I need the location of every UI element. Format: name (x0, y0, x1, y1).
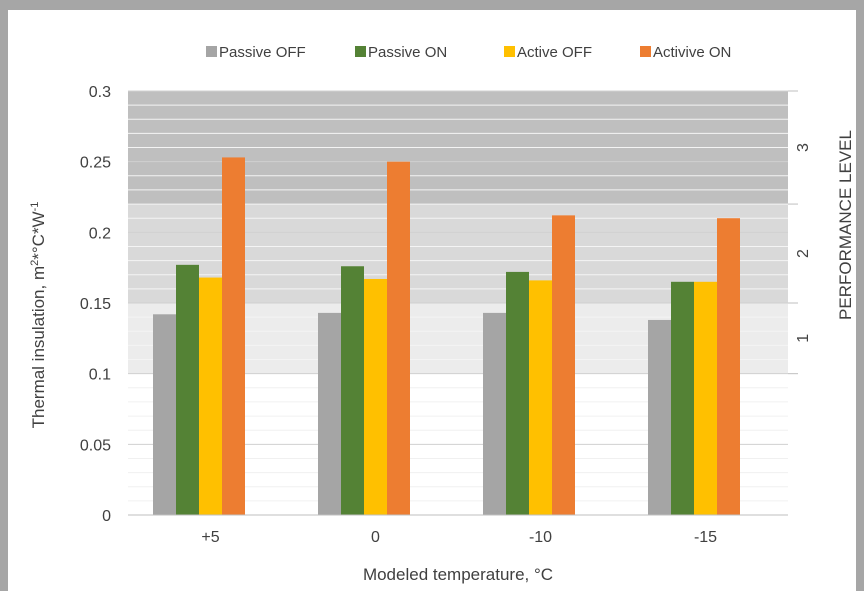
y-tick-label: 0.25 (80, 155, 111, 172)
legend-label: Activive ON (653, 44, 731, 61)
bar-active-off-2 (529, 280, 552, 515)
legend-swatch (640, 46, 651, 57)
chart-frame: 0 0.05 0.1 0.15 0.2 0.25 0.3 +5 0 -10 -15 1 2 3 Pas… (8, 10, 856, 591)
y-axis-title: Thermal insulation, m2*°C*W-1 (29, 202, 48, 429)
bar-active-off-3 (694, 281, 717, 515)
bar-passive-off-1 (318, 312, 341, 515)
bar-activive-on-0 (222, 157, 245, 515)
x-tick-label: +5 (201, 529, 219, 546)
y2-tick-label: 3 (795, 143, 812, 152)
y-tick-label: 0.2 (89, 225, 111, 242)
bar-active-off-0 (199, 277, 222, 515)
legend-label: Active OFF (517, 44, 592, 61)
y-tick-label: 0.15 (80, 296, 111, 313)
bar-passive-on-2 (506, 271, 529, 515)
bar-chart: 0 0.05 0.1 0.15 0.2 0.25 0.3 +5 0 -10 -15 1 2 3 Pas… (29, 44, 855, 584)
bar-passive-on-0 (176, 264, 199, 515)
bar-passive-off-0 (153, 314, 176, 515)
bar-passive-off-2 (483, 312, 506, 515)
bar-passive-on-3 (671, 281, 694, 515)
y-axis-title-sup2: -1 (29, 202, 41, 212)
y-axis-title-main: Thermal insulation, m (29, 266, 48, 429)
y-tick-label: 0.3 (89, 84, 111, 101)
x-tick-label: -10 (529, 529, 552, 546)
y-tick-label: 0.05 (80, 437, 111, 454)
bar-passive-off-3 (648, 319, 671, 515)
y2-tick-label: 2 (795, 249, 812, 258)
y-axis-title-sup1: 2 (29, 260, 41, 266)
legend-swatch (504, 46, 515, 57)
bar-activive-on-3 (717, 218, 740, 515)
y2-tick-label: 1 (795, 334, 812, 343)
bar-active-off-1 (364, 278, 387, 515)
legend-label: Passive ON (368, 44, 447, 61)
bar-activive-on-1 (387, 161, 410, 515)
legend-swatch (355, 46, 366, 57)
y-axis-title-mid: *°C*W (29, 211, 48, 259)
y-tick-label: 0.1 (89, 367, 111, 384)
bar-activive-on-2 (552, 215, 575, 515)
x-tick-label: -15 (694, 529, 717, 546)
legend-label: Passive OFF (219, 44, 306, 61)
x-axis-title: Modeled temperature, °C (363, 565, 553, 584)
x-tick-label: 0 (371, 529, 380, 546)
legend-swatch (206, 46, 217, 57)
y-tick-label: 0 (102, 508, 111, 525)
bar-passive-on-1 (341, 266, 364, 515)
y2-axis-title: PERFORMANCE LEVEL (836, 130, 855, 320)
